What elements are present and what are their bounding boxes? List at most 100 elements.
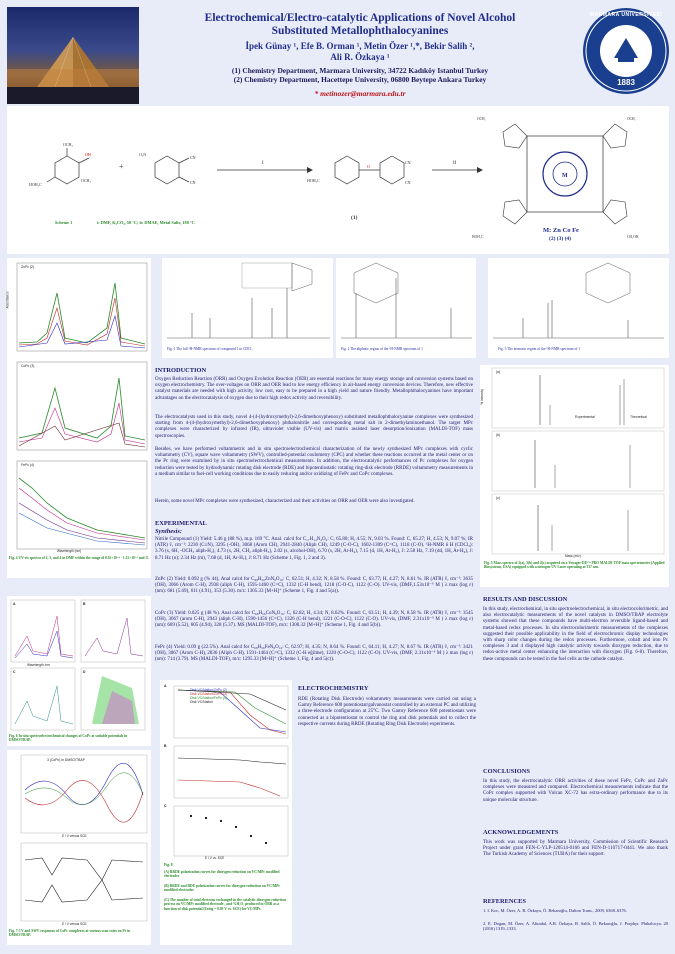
fig6-panel-c-frame: [10, 667, 76, 731]
fig3-nmr: Fig. 3 The aromatic region of the ¹H-NMR…: [488, 258, 669, 358]
fig1-caption: Fig. 1 The full ¹H-NMR spectrum of compo…: [167, 347, 253, 351]
reactant-phenol: [46, 148, 90, 185]
fig7-xlabel-bottom: E / V versus SCE: [62, 922, 87, 926]
svg-text:OCH₃: OCH₃: [63, 142, 73, 147]
fig8-label-c: C: [164, 804, 167, 808]
svg-text:OCH₃: OCH₃: [627, 117, 637, 121]
svg-text:CN: CN: [405, 160, 411, 165]
title-line-2: Substituted Metallophthalocyanines: [271, 25, 449, 37]
fig2-nmr: Fig. 2 The aliphatic region of the ¹H-NM…: [336, 258, 476, 358]
fig8-legend-1: Disk VC/Nafion/ZnPc (2): [190, 688, 227, 692]
svg-text:O: O: [367, 164, 370, 169]
contact-email: * metinozer@marmara.edu.tr: [314, 89, 406, 98]
authors: İpek Günay ¹, Efe B. Orman ¹, Metin Özer…: [145, 41, 575, 62]
reactant-nitrophthalonitrile: [154, 155, 190, 185]
fig7-xlabel-top: E / V versus SCE: [62, 834, 87, 838]
results-heading: RESULTS AND DISCUSSION: [483, 596, 568, 603]
fig5-label-c: (c): [496, 496, 500, 500]
header-photo: [7, 7, 139, 104]
fig5-theo-a: Theoretical: [630, 415, 647, 419]
electrochemistry-heading: ELECTROCHEMISTRY: [298, 685, 369, 692]
fig6-panel-a-frame: [10, 599, 76, 663]
fig5-label-a: (a): [496, 370, 501, 374]
reference-2: 2. E. Dogan, M. Özer, A. Altındal, A.R. …: [483, 921, 668, 932]
in-situ-spectra: [10, 599, 146, 731]
logo-year: 1883: [617, 78, 635, 87]
fig2-caption: Fig. 2 The aliphatic region of the ¹H-NM…: [341, 347, 423, 351]
fig8-panel-a-frame: [173, 685, 289, 739]
compound-4-data: FePc (4) Yield: 0.09 g (22.5%). Anal cal…: [155, 645, 473, 663]
results-text: In this study, electrochemical, in situ …: [483, 607, 668, 662]
fig8-rrde: A B C Disk VC/Nafion/ZnPc (2) Disk VC/Na…: [160, 680, 292, 945]
svg-text:OCH₃: OCH₃: [81, 178, 91, 183]
fig4-uvvis-panel: ZnPc (2) CoPc (3) FePc (4) Wavelength (n…: [5, 258, 151, 578]
fig8-label-b: B: [164, 744, 167, 748]
compound-3-data: CoPc (3) Yield: 0.025 g (48 %). Anal cal…: [155, 611, 473, 629]
fig8-caption-title: Fig. 8: [164, 863, 173, 867]
phthalocyanine-structure: [502, 123, 628, 225]
uvvis-spectra: [16, 262, 148, 550]
nmr-aromatic-spectrum: [493, 262, 664, 339]
svg-text:CH₂OH: CH₂OH: [627, 235, 639, 239]
fig8-caption-a: (A) RRDE polarization curves for dioxyge…: [164, 870, 280, 879]
fig8-xlabel: E / V vs. SCE: [205, 856, 225, 860]
fig8-legend-2: Disk VC/Nafion/CoPc (3): [190, 692, 228, 696]
fig6-spectroelectrochemistry: A B C D Wavelength /nm Fig. 6 In-situ sp…: [7, 596, 151, 746]
nmr-aliphatic-spectrum: [341, 262, 472, 339]
fig8-legend-3: Disk VC/Nafion/FePc (4): [190, 696, 227, 700]
authors-line-1: İpek Günay ¹, Efe B. Orman ¹, Metin Özer…: [245, 41, 475, 51]
intro-paragraph-4: Herein, some novel MPc complexes were sy…: [155, 499, 415, 504]
svg-text:HOH₂C: HOH₂C: [307, 178, 320, 183]
mass-plot-c: [491, 493, 665, 555]
oh-label: OH: [85, 152, 91, 157]
fig6-panel-b-frame: [80, 599, 146, 663]
acknowledgements-text: This work was supported by Marmara Unive…: [483, 840, 668, 858]
svg-text:CN: CN: [190, 155, 196, 160]
fig4-panel-co-title: CoPc (3): [21, 364, 35, 368]
cv-swv-plots: [20, 754, 148, 922]
uvvis-plot-co: [16, 361, 148, 451]
fig6-xlabel: Wavelength /nm: [27, 663, 50, 667]
fig5-mass-spectra: (a) (b) (c) Experimental Theoretical % I…: [480, 365, 669, 587]
poster-title: Electrochemical/Electro-catalytic Applic…: [145, 12, 575, 38]
logo-name: MARMARA ÜNİVERSİTESİ: [589, 12, 663, 18]
experimental-heading: EXPERIMENTAL: [155, 520, 207, 527]
fig7-cv-swv: 3 (CoPc) in DMSO/TBAP E / V versus SCE E…: [7, 750, 151, 945]
acknowledgements-heading: ACKNOWLEDGEMENTS: [483, 829, 559, 836]
references-heading: REFERENCES: [483, 898, 526, 905]
fig1-nmr: Fig. 1 The full ¹H-NMR spectrum of compo…: [162, 258, 333, 358]
university-logo: MARMARA ÜNİVERSİTESİ 1883: [583, 8, 669, 94]
scheme-label: Scheme 1: [55, 220, 72, 225]
fig6-label-a: A: [13, 602, 16, 606]
fig6-panel-d-frame: [80, 667, 146, 731]
fig8-caption-b: (B) RRDE and RDE polarization curves for…: [164, 884, 280, 893]
conclusions-heading: CONCLUSIONS: [483, 768, 530, 775]
step-ii-label: ii: [453, 160, 457, 166]
fig4-xlabel: Wavelength (nm): [57, 549, 82, 553]
fig4-panel-fe-title: FePc (4): [21, 463, 34, 467]
metal-numbers: (2) (3) (4): [549, 235, 571, 242]
svg-text:HOH₂C: HOH₂C: [29, 182, 42, 187]
authors-line-2: Ali R. Özkaya ¹: [330, 51, 390, 62]
metal-list: M: Zn Co Fe: [543, 227, 579, 234]
uvvis-plot-zn: [16, 262, 148, 352]
fig4-ylabel: Absorbance: [5, 291, 10, 309]
metal-center-label: M: [562, 173, 568, 179]
fig5-ylabel: % Intensity: [479, 389, 484, 405]
louvre-pyramid-image: [7, 36, 139, 104]
fig8-panel-c-frame: [173, 805, 289, 857]
affiliation-2: (2) Chemistry Department, Hacettepe Univ…: [233, 75, 487, 84]
mass-plot-b: [491, 430, 665, 492]
fig8-caption-c: (C) The number of total electrons exchan…: [164, 898, 287, 911]
compound-1-structure: [334, 155, 405, 185]
fig4-caption: Fig. 4 UV-vis spectra of 2, 3, and 4 in …: [9, 556, 149, 560]
intro-paragraph-1: Oxygen Reduction Reaction (ORR) and Oxyg…: [155, 377, 473, 401]
compound-1-data: Nitrile Compound (1) Yield: 5.46 g (88 %…: [155, 537, 473, 561]
nmr-full-spectrum: [167, 262, 330, 339]
svg-text:O₂N: O₂N: [139, 152, 146, 157]
fig8-label-a: A: [164, 684, 167, 688]
fig3-caption: Fig. 3 The aromatic region of the ¹H-NMR…: [498, 347, 581, 351]
fig7-caption: Fig. 7 CV and SWV responses of CoPc comp…: [9, 929, 130, 938]
rrde-plots: [173, 685, 289, 857]
fig5-xlabel: Mass (m/z): [565, 554, 581, 558]
